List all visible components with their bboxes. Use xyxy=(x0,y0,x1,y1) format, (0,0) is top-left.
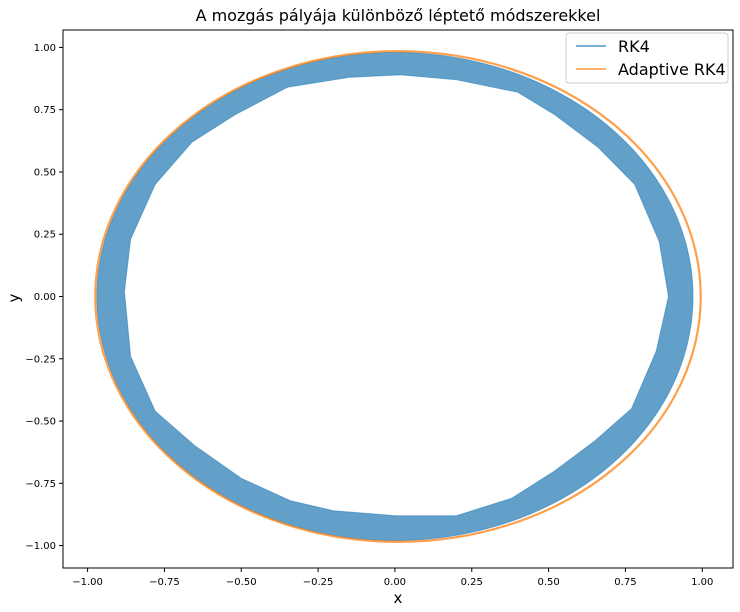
x-tick-label: 0.25 xyxy=(461,577,483,588)
series-adaptive-rk4-line xyxy=(94,50,702,543)
legend: RK4 Adaptive RK4 xyxy=(565,32,729,84)
y-tick-label: −0.25 xyxy=(25,354,56,365)
plot-area xyxy=(94,50,702,543)
x-axis-label: x xyxy=(394,589,403,607)
y-tick-label: −0.75 xyxy=(25,479,56,490)
y-tick-label: 0.00 xyxy=(34,292,56,303)
y-axis: −1.00 −0.75 −0.50 −0.25 0.00 0.25 0.50 0.75 1.00 xyxy=(25,43,63,552)
y-tick-label: −1.00 xyxy=(25,541,56,552)
y-tick-label: −0.50 xyxy=(25,417,56,428)
x-tick-label: −0.50 xyxy=(226,577,257,588)
series-rk4-band xyxy=(96,51,694,542)
x-tick-label: 0.50 xyxy=(537,577,559,588)
legend-box xyxy=(565,32,729,84)
y-axis-label: y xyxy=(5,293,23,302)
chart-title: A mozgás pályája különböző léptető módsz… xyxy=(196,6,601,25)
x-tick-label: −0.75 xyxy=(149,577,180,588)
y-tick-label: 0.75 xyxy=(34,105,56,116)
x-tick-label: 0.75 xyxy=(614,577,636,588)
x-tick-label: 1.00 xyxy=(691,577,713,588)
x-tick-label: −1.00 xyxy=(72,577,103,588)
x-tick-label: −0.25 xyxy=(303,577,334,588)
x-axis: −1.00 −0.75 −0.50 −0.25 0.00 0.25 0.50 0.75 1.00 xyxy=(72,568,713,588)
y-tick-label: 1.00 xyxy=(34,43,56,54)
legend-label-adaptive-rk4: Adaptive RK4 xyxy=(618,60,726,79)
x-tick-label: 0.00 xyxy=(384,577,406,588)
legend-label-rk4: RK4 xyxy=(618,37,650,56)
plot-frame xyxy=(62,29,734,569)
y-tick-label: 0.50 xyxy=(34,167,56,178)
y-tick-label: 0.25 xyxy=(34,230,56,241)
